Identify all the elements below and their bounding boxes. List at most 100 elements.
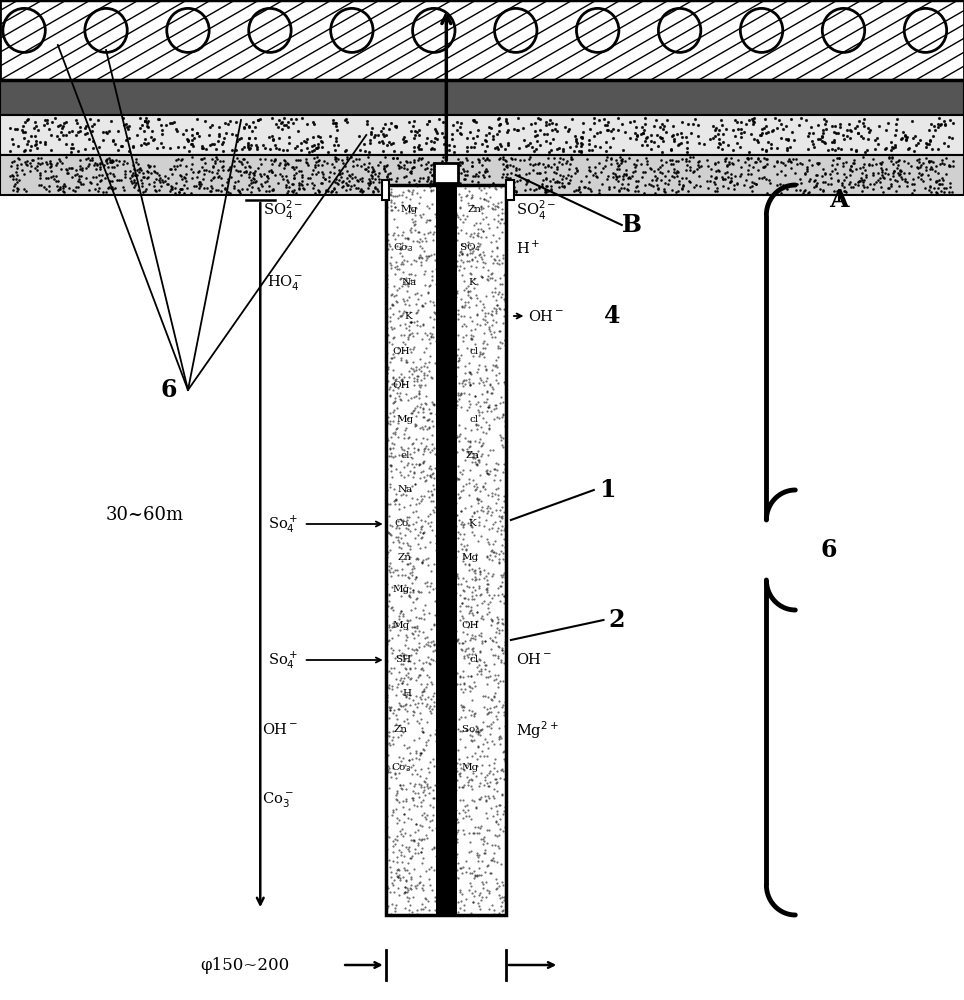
Point (449, 834, 465, 850)
Point (443, 878, 459, 894)
Point (493, 890, 508, 906)
Point (403, 272, 418, 288)
Point (390, 345, 406, 361)
Point (391, 701, 407, 717)
Point (421, 861, 437, 877)
Point (442, 512, 458, 528)
Point (495, 642, 510, 658)
Point (413, 747, 428, 763)
Point (415, 529, 430, 545)
Point (384, 296, 399, 312)
Point (415, 463, 430, 479)
Point (438, 504, 453, 520)
Point (446, 216, 462, 232)
Point (431, 524, 446, 540)
Point (398, 781, 414, 797)
Point (496, 374, 512, 390)
Point (424, 268, 440, 284)
Point (483, 306, 498, 322)
Point (446, 675, 462, 691)
Point (468, 447, 483, 463)
Point (445, 194, 461, 210)
Point (474, 633, 490, 649)
Point (425, 782, 441, 798)
Point (414, 777, 429, 793)
Point (409, 362, 424, 378)
Point (495, 771, 511, 787)
Point (475, 714, 491, 730)
Point (494, 567, 509, 583)
Point (416, 418, 432, 434)
Point (380, 546, 395, 562)
Point (384, 463, 399, 479)
Point (436, 532, 451, 548)
Point (485, 520, 500, 536)
Text: Zn: Zn (398, 554, 412, 562)
Point (386, 853, 401, 869)
Point (426, 481, 442, 497)
Point (468, 799, 483, 815)
Point (426, 685, 442, 701)
Point (442, 892, 458, 908)
Point (398, 352, 414, 368)
Point (471, 644, 487, 660)
Point (490, 198, 505, 214)
Point (445, 241, 461, 257)
Point (452, 262, 468, 278)
Point (380, 409, 395, 425)
Point (436, 380, 451, 396)
Point (402, 541, 417, 557)
Point (382, 440, 397, 456)
Point (405, 561, 420, 577)
Point (406, 339, 421, 355)
Point (442, 515, 458, 531)
Point (382, 416, 397, 432)
Point (414, 798, 429, 814)
Point (452, 200, 468, 216)
Point (496, 565, 512, 581)
Point (413, 874, 428, 890)
Point (391, 496, 407, 512)
Point (475, 374, 491, 390)
Point (448, 289, 464, 305)
Point (446, 241, 462, 257)
Point (464, 422, 479, 438)
Point (455, 792, 470, 808)
Point (452, 900, 468, 916)
Point (439, 547, 454, 563)
Point (497, 293, 513, 309)
Point (474, 595, 490, 611)
Point (383, 555, 398, 571)
Point (430, 409, 445, 425)
Point (412, 495, 427, 511)
Point (449, 219, 465, 235)
Point (452, 464, 468, 480)
Point (398, 270, 414, 286)
Point (488, 775, 503, 791)
Point (444, 473, 460, 489)
Point (447, 554, 463, 570)
Point (439, 383, 454, 399)
Point (487, 544, 502, 560)
Point (488, 252, 503, 268)
Point (415, 724, 431, 740)
Point (437, 216, 452, 232)
Point (483, 716, 498, 732)
Point (471, 791, 487, 807)
Point (437, 490, 452, 506)
Point (489, 248, 504, 264)
Point (489, 359, 504, 375)
Point (431, 263, 446, 279)
Point (416, 469, 432, 485)
Point (395, 441, 411, 457)
Point (384, 198, 399, 214)
Point (439, 520, 454, 536)
Point (422, 698, 438, 714)
Point (389, 648, 405, 664)
Point (452, 526, 468, 542)
Point (409, 551, 424, 567)
Point (380, 764, 395, 780)
Point (442, 251, 457, 267)
Point (495, 699, 510, 715)
Point (476, 394, 492, 410)
